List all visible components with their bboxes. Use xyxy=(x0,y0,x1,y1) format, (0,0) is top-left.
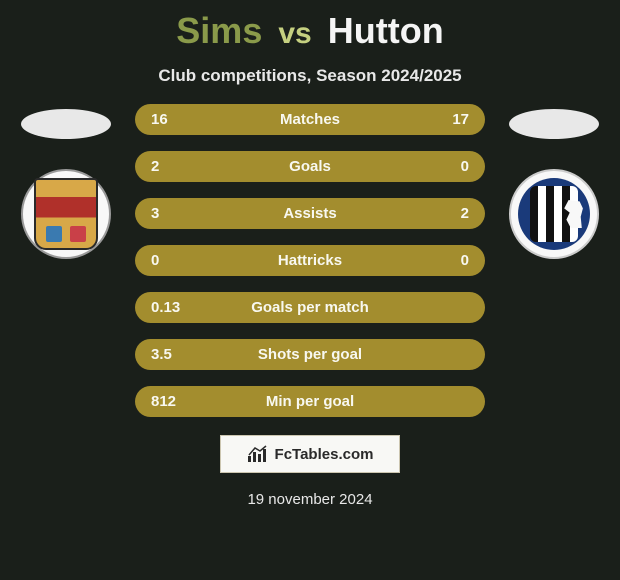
stat-right: 17 xyxy=(409,111,469,128)
shield-icon xyxy=(34,178,98,250)
stat-right: 0 xyxy=(409,252,469,269)
stat-left: 0 xyxy=(151,252,211,269)
stat-label: Min per goal xyxy=(211,393,409,410)
stat-left: 812 xyxy=(151,393,211,410)
stat-left: 0.13 xyxy=(151,299,211,316)
stat-right: 2 xyxy=(409,205,469,222)
crest-inner xyxy=(518,178,590,250)
stat-left: 16 xyxy=(151,111,211,128)
stat-label: Matches xyxy=(211,111,409,128)
table-row: 0.13 Goals per match xyxy=(135,292,485,323)
table-row: 2 Goals 0 xyxy=(135,151,485,182)
club-crest-left xyxy=(21,169,111,259)
vs-label: vs xyxy=(278,17,311,50)
stat-left: 3 xyxy=(151,205,211,222)
player2-silhouette xyxy=(509,109,599,139)
table-row: 3 Assists 2 xyxy=(135,198,485,229)
stat-label: Assists xyxy=(211,205,409,222)
club-crest-right xyxy=(509,169,599,259)
stat-label: Hattricks xyxy=(211,252,409,269)
player1-side xyxy=(11,104,121,374)
comparison-title: Sims vs Hutton xyxy=(0,0,620,52)
stat-label: Goals xyxy=(211,158,409,175)
stats-table: 16 Matches 17 2 Goals 0 3 Assists 2 0 Ha… xyxy=(135,104,485,417)
player1-silhouette xyxy=(21,109,111,139)
main-area: 16 Matches 17 2 Goals 0 3 Assists 2 0 Ha… xyxy=(0,104,620,417)
brand-label: FcTables.com xyxy=(275,446,374,463)
subtitle: Club competitions, Season 2024/2025 xyxy=(0,66,620,86)
stat-left: 2 xyxy=(151,158,211,175)
date-label: 19 november 2024 xyxy=(0,491,620,508)
table-row: 16 Matches 17 xyxy=(135,104,485,135)
stat-right: 0 xyxy=(409,158,469,175)
chart-icon xyxy=(247,445,269,463)
stat-label: Shots per goal xyxy=(211,346,409,363)
player2-name: Hutton xyxy=(328,10,444,51)
table-row: 812 Min per goal xyxy=(135,386,485,417)
table-row: 3.5 Shots per goal xyxy=(135,339,485,370)
brand-badge: FcTables.com xyxy=(220,435,400,473)
player1-name: Sims xyxy=(176,10,262,51)
stat-left: 3.5 xyxy=(151,346,211,363)
stat-label: Goals per match xyxy=(211,299,409,316)
player2-side xyxy=(499,104,609,374)
table-row: 0 Hattricks 0 xyxy=(135,245,485,276)
